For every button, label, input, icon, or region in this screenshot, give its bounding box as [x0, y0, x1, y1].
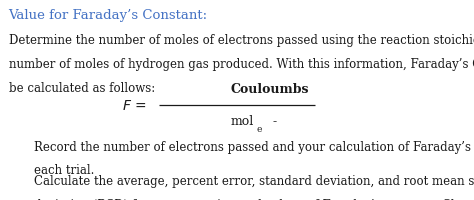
Text: $\mathit{F}$ =: $\mathit{F}$ = [122, 98, 147, 112]
Text: number of moles of hydrogen gas produced. With this information, Faraday’s Const: number of moles of hydrogen gas produced… [9, 58, 474, 71]
Text: Value for Faraday’s Constant:: Value for Faraday’s Constant: [9, 9, 208, 22]
Text: -: - [273, 115, 277, 127]
Text: be calculated as follows:: be calculated as follows: [9, 81, 155, 94]
Text: e: e [257, 125, 262, 133]
Text: Record the number of electrons passed and your calculation of Faraday’s constant: Record the number of electrons passed an… [34, 140, 474, 153]
Text: Calculate the average, percent error, standard deviation, and root mean squared: Calculate the average, percent error, st… [34, 174, 474, 187]
Text: each trial.: each trial. [34, 164, 94, 177]
Text: Determine the number of moles of electrons passed using the reaction stoichiomet: Determine the number of moles of electro… [9, 34, 474, 47]
Text: deviation (RSD) for your experimental values of Faraday’s constant. Show your: deviation (RSD) for your experimental va… [34, 198, 474, 200]
Text: Couloumbs: Couloumbs [231, 83, 310, 95]
Text: mol: mol [230, 115, 254, 127]
